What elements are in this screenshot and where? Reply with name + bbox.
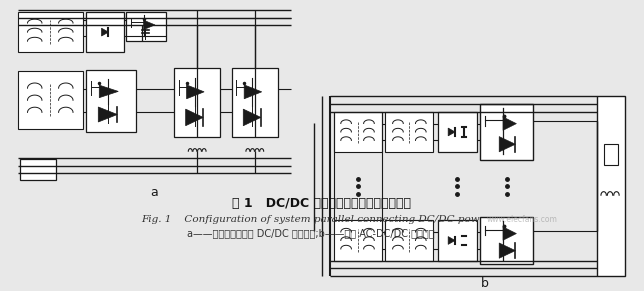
- Bar: [334, 112, 381, 152]
- Bar: [232, 68, 278, 137]
- Polygon shape: [499, 136, 515, 152]
- Bar: [126, 12, 166, 41]
- Polygon shape: [448, 128, 455, 136]
- Bar: [19, 159, 56, 180]
- Bar: [174, 68, 220, 137]
- Bar: [438, 112, 477, 152]
- Text: a——基于直流母线的 DC/DC 电源并联;b——独立 AC-DC/DC 电源并联: a——基于直流母线的 DC/DC 电源并联;b——独立 AC-DC/DC 电源并…: [187, 228, 434, 238]
- Bar: [480, 104, 533, 160]
- Polygon shape: [503, 227, 516, 240]
- Text: b: b: [480, 277, 489, 290]
- Bar: [17, 12, 83, 52]
- Polygon shape: [244, 85, 261, 99]
- Bar: [604, 143, 618, 165]
- Polygon shape: [144, 20, 155, 30]
- Bar: [86, 70, 136, 132]
- Bar: [480, 217, 533, 264]
- Text: a: a: [151, 186, 158, 199]
- Polygon shape: [503, 117, 516, 130]
- Polygon shape: [499, 243, 515, 258]
- Polygon shape: [187, 85, 204, 99]
- Bar: [334, 220, 381, 261]
- Polygon shape: [99, 85, 118, 98]
- Polygon shape: [102, 28, 108, 36]
- Bar: [438, 220, 477, 261]
- Bar: [17, 72, 83, 129]
- Bar: [86, 12, 124, 52]
- Polygon shape: [99, 107, 117, 122]
- Text: 图 1   DC/DC 电源模块并联的系统结构框图: 图 1 DC/DC 电源模块并联的系统结构框图: [232, 198, 412, 210]
- Text: www.elecfans.com: www.elecfans.com: [486, 215, 557, 224]
- Polygon shape: [185, 109, 203, 126]
- Bar: [385, 112, 433, 152]
- Text: Fig. 1    Configuration of system parallel connecting DC/DC pow: Fig. 1 Configuration of system parallel …: [141, 215, 480, 224]
- Bar: [385, 220, 433, 261]
- Bar: [596, 96, 625, 276]
- Polygon shape: [243, 109, 261, 126]
- Polygon shape: [448, 237, 455, 244]
